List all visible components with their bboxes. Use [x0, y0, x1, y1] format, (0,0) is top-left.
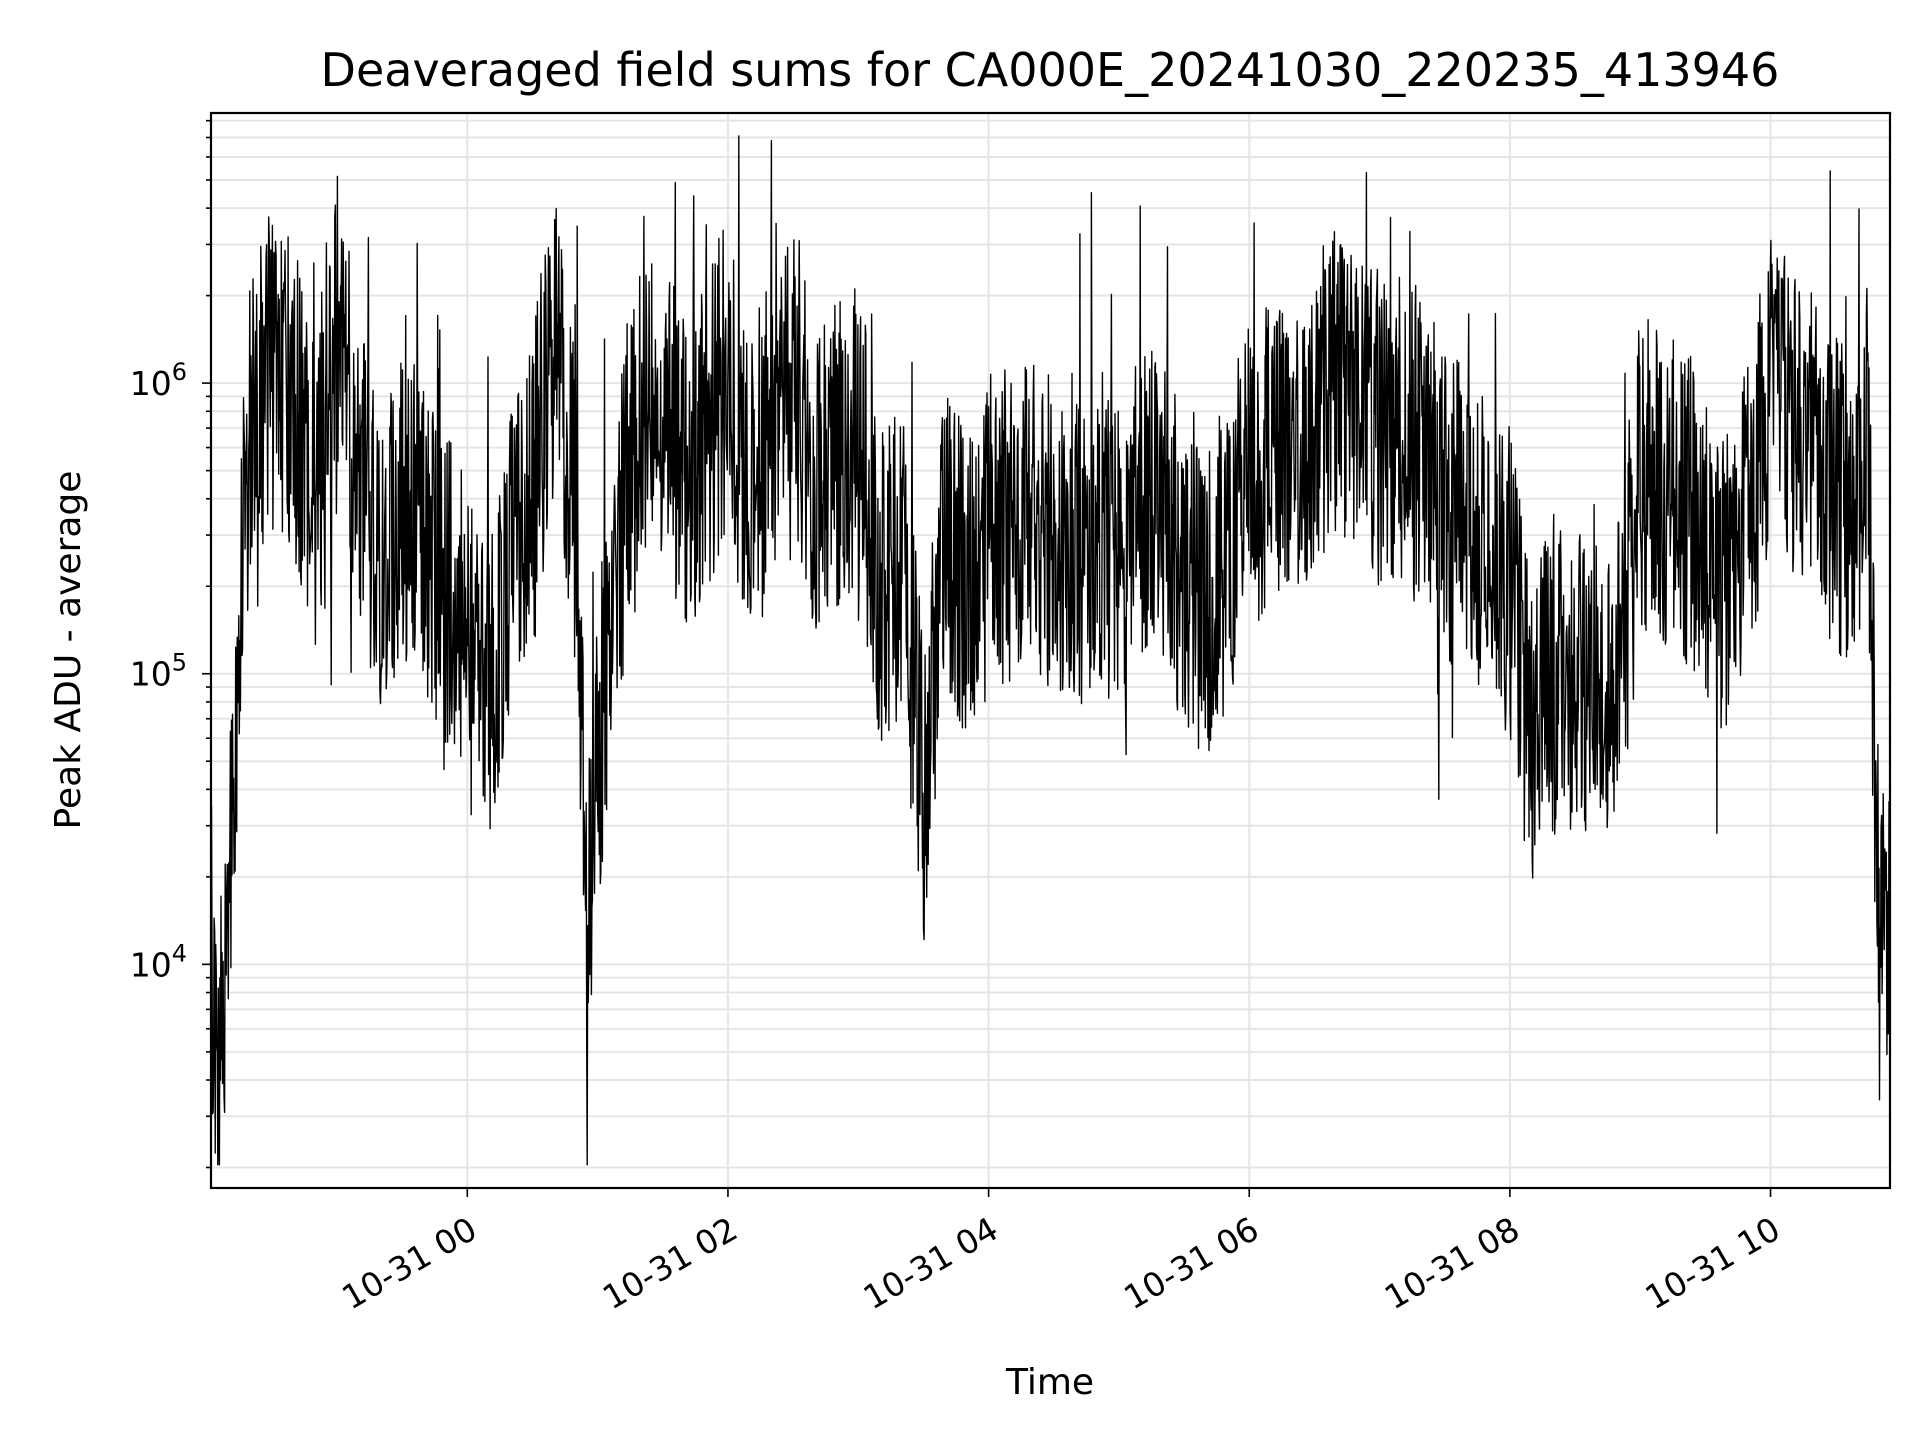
y-tick-label: 104 [130, 939, 187, 984]
x-axis-label: Time [1005, 1362, 1094, 1403]
chart-title: Deaveraged field sums for CA000E_2024103… [321, 43, 1780, 97]
y-axis-label: Peak ADU - average [48, 471, 89, 830]
y-tick-label: 105 [130, 649, 187, 694]
y-tick-label: 106 [130, 358, 187, 403]
series-line [210, 135, 1891, 1166]
plot-frame [209, 111, 1892, 1190]
